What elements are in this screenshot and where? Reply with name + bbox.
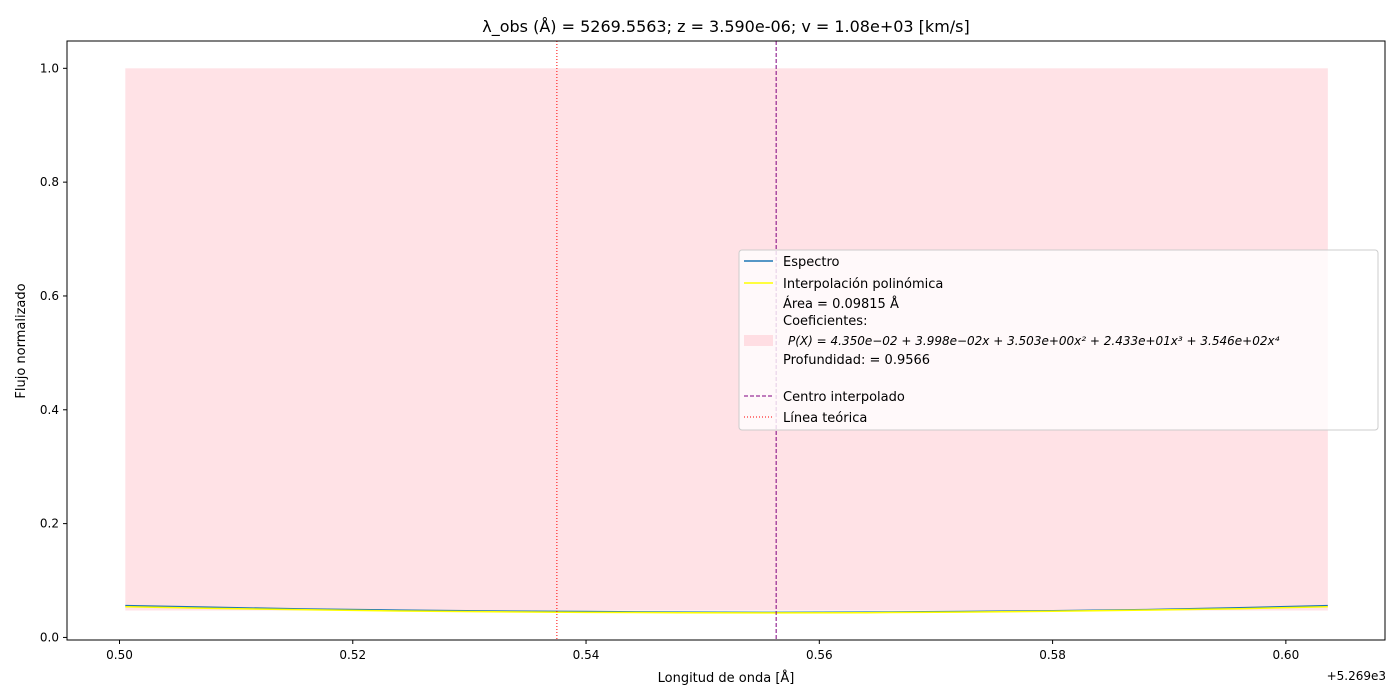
x-tick-label-3: 0.56 — [806, 648, 833, 662]
series-line-1 — [125, 605, 1328, 614]
y-tick-label-5: 1.0 — [40, 61, 59, 75]
legend: Espectro Interpolación polinómica Área =… — [738, 249, 1379, 431]
y-axis: 0.0 0.2 0.4 0.6 0.8 1.0 — [40, 61, 67, 644]
legend-label-coef: Coeficientes: — [783, 314, 867, 329]
legend-label-teorica: Línea teórica — [783, 411, 867, 426]
legend-box — [738, 249, 1379, 431]
chart-title: λ_obs (Å) = 5269.5563; z = 3.590e-06; v … — [482, 17, 970, 37]
y-tick-label-2: 0.4 — [40, 403, 59, 417]
x-tick-label-4: 0.58 — [1039, 648, 1066, 662]
legend-label-espectro: Espectro — [783, 255, 840, 270]
legend-label-centro: Centro interpolado — [783, 390, 905, 405]
series-layer — [125, 604, 1328, 614]
vline-layer — [556, 41, 777, 640]
y-tick-label-3: 0.6 — [40, 289, 59, 303]
x-tick-label-2: 0.54 — [573, 648, 600, 662]
x-tick-label-0: 0.50 — [106, 648, 133, 662]
x-offset-label: +5.269e3 — [1327, 669, 1386, 683]
legend-label-depth: Profundidad: = 0.9566 — [783, 353, 930, 368]
y-tick-label-0: 0.0 — [40, 630, 59, 644]
legend-label-area: Área = 0.09815 Å — [783, 296, 899, 312]
x-tick-label-1: 0.52 — [339, 648, 366, 662]
legend-swatch-area — [744, 335, 773, 346]
x-tick-label-5: 0.60 — [1272, 648, 1299, 662]
y-tick-label-4: 0.8 — [40, 175, 59, 189]
legend-label-poly: P(X) = 4.350e−02 + 3.998e−02x + 3.503e+0… — [788, 334, 1280, 348]
legend-label-interp: Interpolación polinómica — [783, 277, 943, 292]
x-axis-label: Longitud de onda [Å] — [658, 670, 795, 686]
y-tick-label-1: 0.2 — [40, 517, 59, 531]
plot-frame — [66, 40, 1386, 641]
x-axis: 0.50 0.52 0.54 0.56 0.58 0.60 — [106, 640, 1299, 662]
y-axis-label: Flujo normalizado — [14, 283, 29, 398]
